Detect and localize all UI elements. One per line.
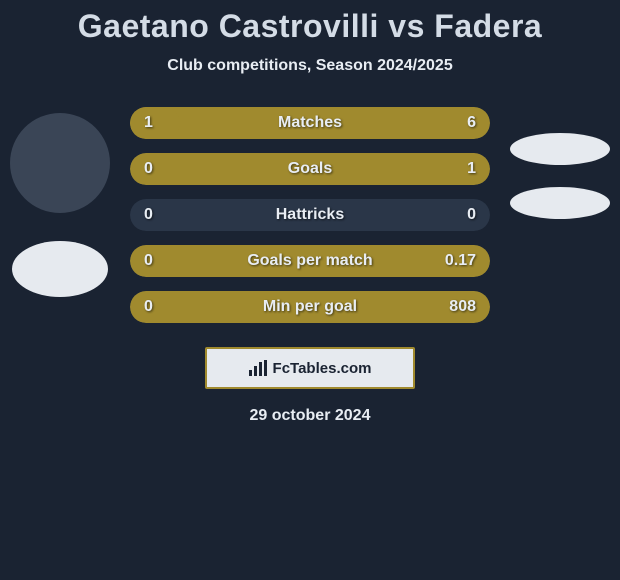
subtitle: Club competitions, Season 2024/2025 [0, 57, 620, 75]
stat-bar: 01Goals [130, 153, 490, 185]
chart-icon [249, 360, 267, 376]
player1-avatar [10, 113, 110, 213]
page-title: Gaetano Castrovilli vs Fadera [0, 8, 620, 45]
stat-bars-column: 16Matches 01Goals 00Hattricks 00.17Goals pe… [120, 107, 500, 323]
stat-label: Hattricks [130, 199, 490, 231]
player2-avatar [510, 133, 610, 165]
stat-label: Matches [130, 107, 490, 139]
player1-club-badge [12, 241, 108, 297]
left-side-column [0, 107, 120, 297]
stat-bar: 00Hattricks [130, 199, 490, 231]
stat-label: Goals [130, 153, 490, 185]
stat-label: Min per goal [130, 291, 490, 323]
stat-bar: 0808Min per goal [130, 291, 490, 323]
player2-club-badge [510, 187, 610, 219]
content-row: 16Matches 01Goals 00Hattricks 00.17Goals pe… [0, 107, 620, 323]
stat-bar: 16Matches [130, 107, 490, 139]
source-text: FcTables.com [273, 360, 372, 377]
stat-bar: 00.17Goals per match [130, 245, 490, 277]
date-text: 29 october 2024 [0, 407, 620, 425]
source-badge: FcTables.com [205, 347, 415, 389]
stat-label: Goals per match [130, 245, 490, 277]
comparison-infographic: Gaetano Castrovilli vs Fadera Club compe… [0, 0, 620, 425]
right-side-column [500, 107, 620, 219]
